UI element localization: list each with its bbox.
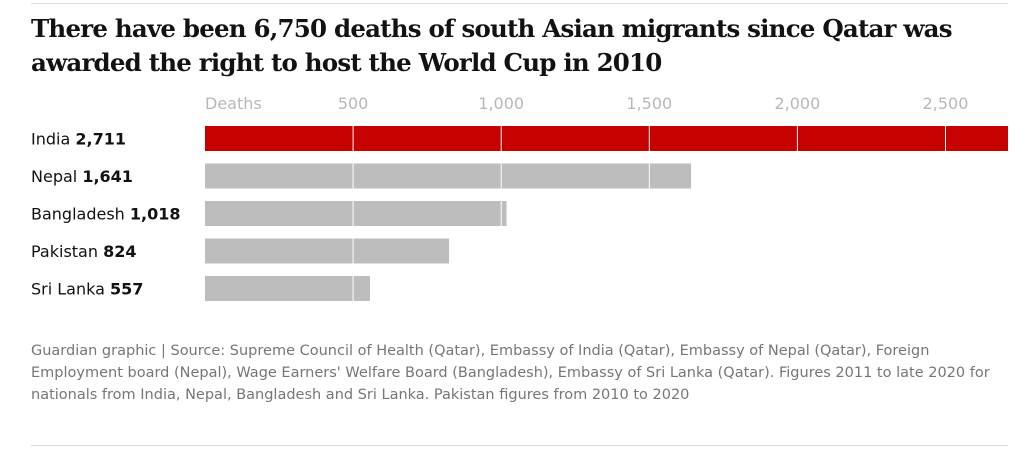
bar-india: [205, 126, 1008, 151]
tick-label-500: 500: [338, 94, 369, 113]
bar-sri-lanka: [205, 276, 370, 301]
top-rule: [31, 3, 1008, 4]
death-count: 824: [103, 242, 136, 261]
death-count: 1,641: [82, 167, 133, 186]
country-name: Bangladesh: [31, 205, 130, 224]
row-label-pakistan: Pakistan 824: [31, 242, 137, 261]
bar-bangladesh: [205, 201, 507, 226]
bar-nepal: [205, 163, 692, 189]
country-name: Pakistan: [31, 242, 103, 261]
axis-label: Deaths: [205, 94, 262, 113]
chart-title: There have been 6,750 deaths of south As…: [31, 14, 953, 77]
tick-label-1000: 1,000: [478, 94, 524, 113]
tick-label-1500: 1,500: [626, 94, 672, 113]
country-name: Nepal: [31, 167, 82, 186]
tick-label-2500: 2,500: [923, 94, 969, 113]
row-label-nepal: Nepal 1,641: [31, 167, 133, 186]
tick-label-2000: 2,000: [774, 94, 820, 113]
row-label-sri-lanka: Sri Lanka 557: [31, 280, 143, 299]
death-count: 2,711: [75, 130, 126, 149]
death-count: 557: [110, 280, 143, 299]
bar-chart: Deaths 500 1,000 1,500 2,000 2,500 India 2,711…: [31, 94, 1008, 301]
bottom-rule: [31, 445, 1008, 446]
row-label-india: India 2,711: [31, 130, 126, 149]
source-note: Guardian graphic | Source: Supreme Counc…: [31, 343, 990, 403]
country-name: India: [31, 130, 75, 149]
death-count: 1,018: [130, 205, 181, 224]
bar-pakistan: [205, 238, 450, 264]
country-name: Sri Lanka: [31, 280, 110, 299]
row-label-bangladesh: Bangladesh 1,018: [31, 205, 181, 224]
